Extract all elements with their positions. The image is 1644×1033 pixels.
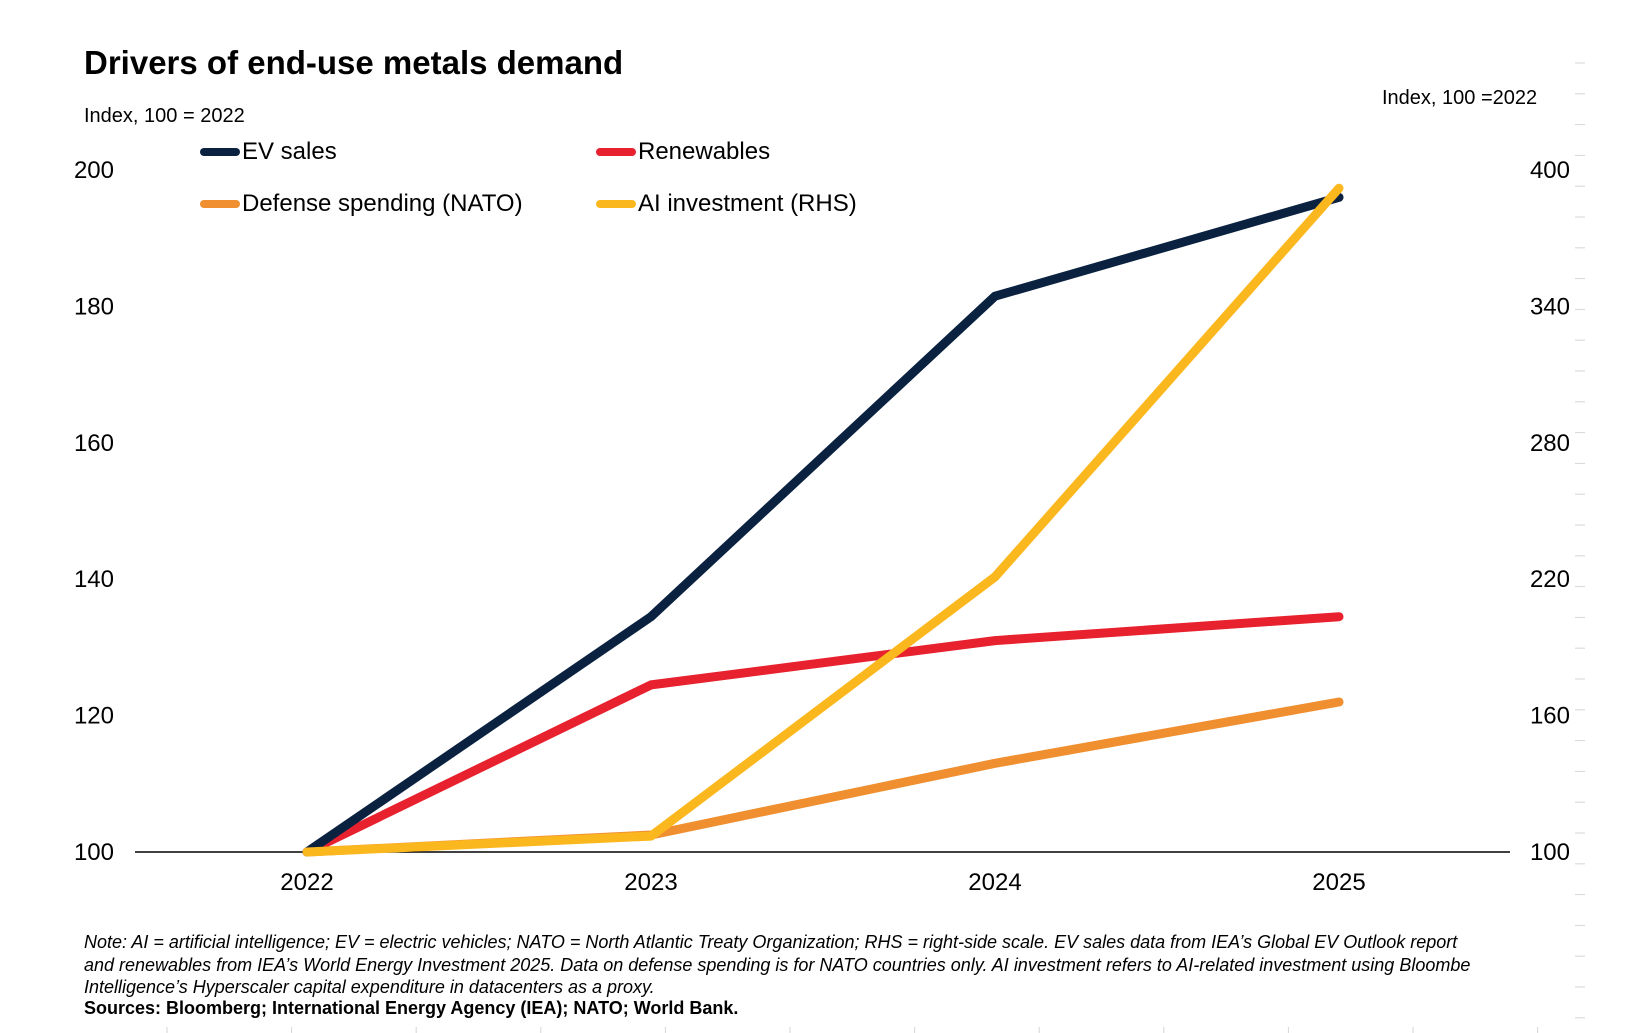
y-right-tick-label: 340 bbox=[1530, 293, 1570, 320]
axes: 100 120 140 160 180 200 100 160 220 280 340 400 2022… bbox=[74, 157, 1570, 896]
legend-item-renewables: Renewables bbox=[596, 138, 770, 166]
legend-label: Renewables bbox=[638, 138, 771, 165]
x-tick-label: 2023 bbox=[624, 869, 677, 896]
chart-note: Note: AI = artificial intelligence; EV =… bbox=[84, 932, 1471, 997]
x-tick-label: 2025 bbox=[1312, 869, 1365, 896]
legend-label: Defense spending (NATO) bbox=[242, 190, 523, 217]
y-right-tick-label: 100 bbox=[1530, 839, 1570, 866]
y-left-tick-label: 100 bbox=[74, 839, 114, 866]
legend-swatch bbox=[596, 200, 636, 208]
x-tick-label: 2024 bbox=[968, 869, 1021, 896]
legend-item-ai-investment: AI investment (RHS) bbox=[596, 190, 857, 218]
x-tick-label: 2022 bbox=[280, 869, 333, 896]
series-line-renewables bbox=[302, 612, 1344, 857]
right-axis-note: Index, 100 =2022 bbox=[1382, 87, 1538, 109]
y-left-tick-label: 120 bbox=[74, 703, 114, 730]
axis-decoration bbox=[166, 62, 1585, 1033]
legend-label: EV sales bbox=[242, 138, 337, 165]
y-right-tick-label: 400 bbox=[1530, 157, 1570, 184]
y-left-tick-label: 140 bbox=[74, 566, 114, 593]
y-left-tick-label: 180 bbox=[74, 293, 114, 320]
legend-label: AI investment (RHS) bbox=[638, 190, 857, 217]
series-lines bbox=[302, 183, 1344, 857]
series-line-ev-sales bbox=[302, 192, 1344, 857]
y-right-tick-label: 280 bbox=[1530, 430, 1570, 457]
chart-title: Drivers of end-use metals demand bbox=[84, 44, 624, 81]
left-axis-note: Index, 100 = 2022 bbox=[84, 105, 245, 127]
legend-item-defense-spending: Defense spending (NATO) bbox=[200, 190, 523, 218]
y-left-tick-label: 160 bbox=[74, 430, 114, 457]
series-line-ai-investment-rhs bbox=[302, 183, 1344, 857]
legend-swatch bbox=[200, 148, 240, 156]
y-right-tick-label: 220 bbox=[1530, 566, 1570, 593]
y-right-tick-label: 160 bbox=[1530, 703, 1570, 730]
chart-sources: Sources: Bloomberg; International Energy… bbox=[84, 998, 739, 1018]
legend-swatch bbox=[596, 148, 636, 156]
legend-swatch bbox=[200, 200, 240, 208]
y-left-tick-label: 200 bbox=[74, 157, 114, 184]
legend-item-ev-sales: EV sales bbox=[200, 138, 337, 166]
